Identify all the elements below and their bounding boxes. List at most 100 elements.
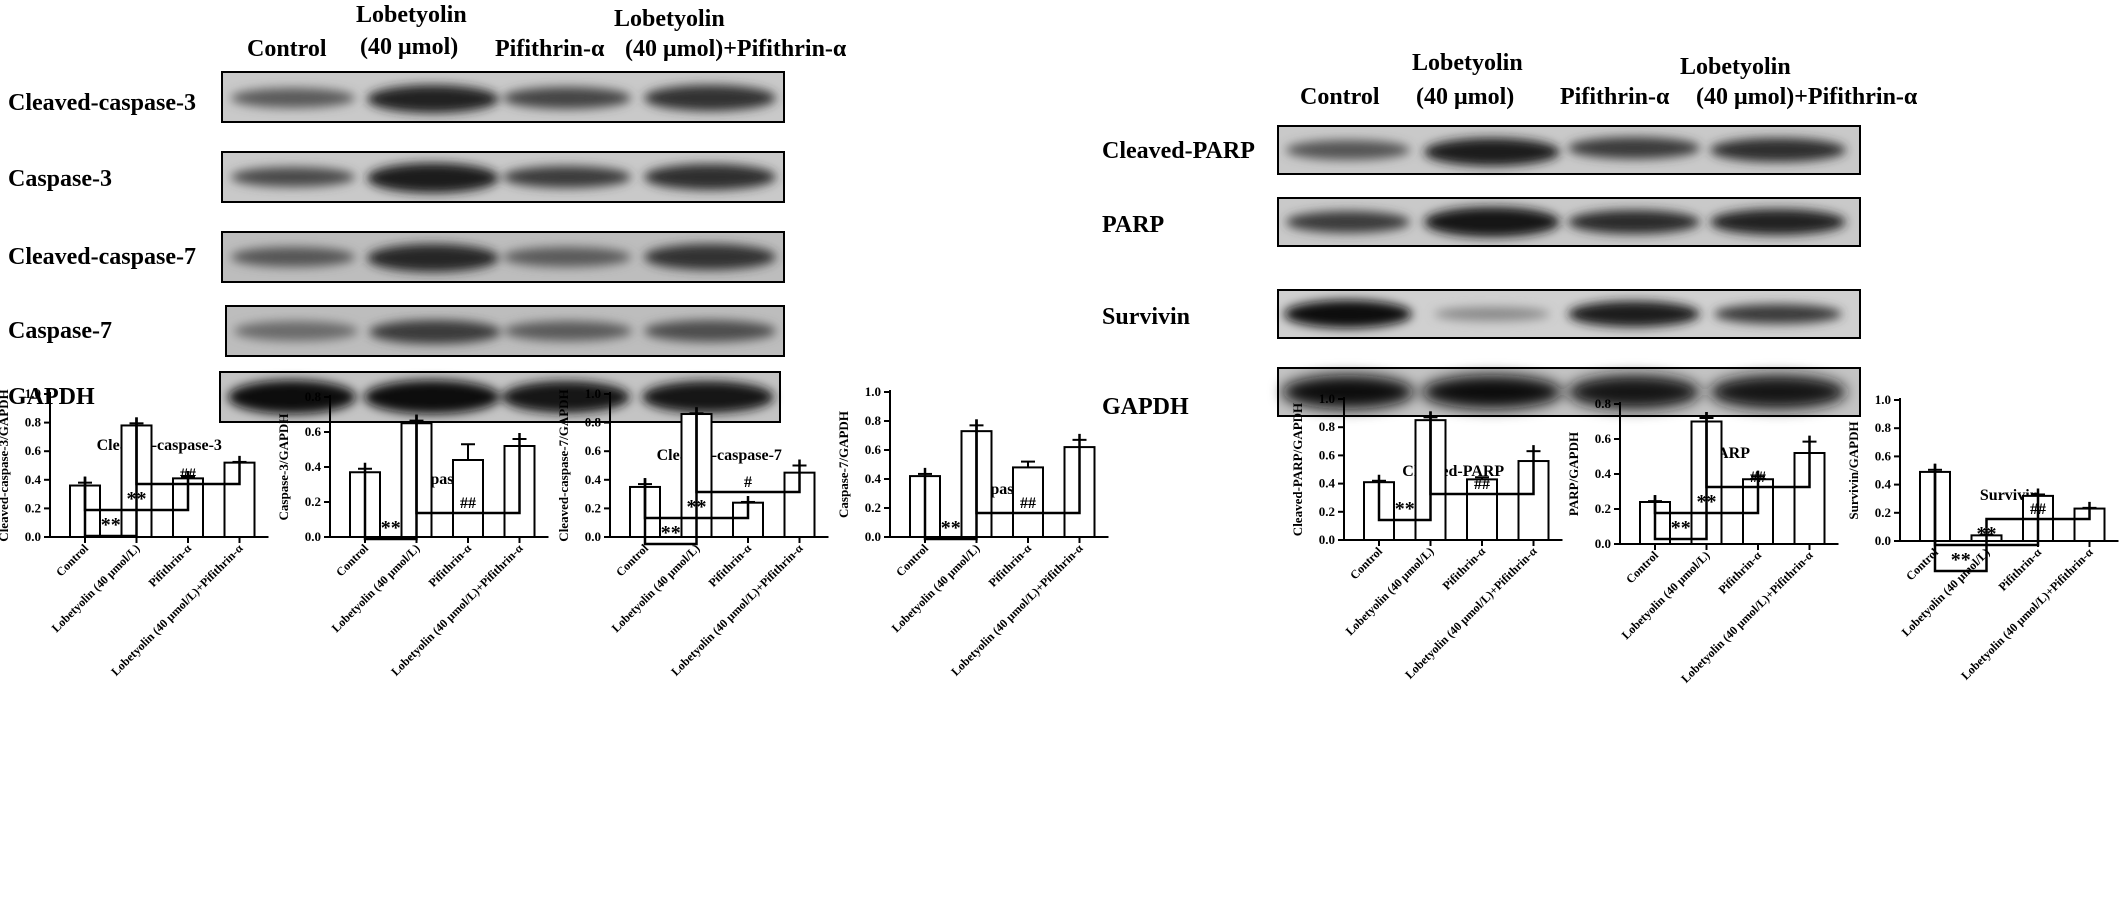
right-blot-header: Control Lobetyolin (40 μmol) Pifithrin-α… — [1300, 50, 1918, 110]
significance-label: ## — [1750, 469, 1766, 486]
blot-label-gapdh-left: GAPDH — [8, 384, 95, 410]
x-category-label: Pifithrin-α — [706, 541, 755, 590]
significance-label: ## — [2030, 501, 2046, 518]
y-tick-label: 0.2 — [305, 494, 321, 509]
y-tick-label: 0.2 — [25, 500, 41, 515]
left-header-combo-dose: (40 μmol)+Pifithrin-α — [625, 36, 847, 62]
y-tick-label: 0.0 — [25, 529, 41, 544]
x-category-label: Lobetyolin (40 μmol/L) — [889, 541, 983, 635]
y-tick-label: 0.8 — [865, 413, 882, 428]
bar — [452, 459, 484, 538]
y-tick-label: 0.2 — [865, 500, 881, 515]
y-tick-label: 0.4 — [1875, 477, 1892, 492]
y-axis-label: PARP/GAPDH — [1566, 432, 1581, 516]
y-tick-label: 0.4 — [305, 459, 322, 474]
y-tick-label: 0.8 — [25, 415, 42, 430]
charts-layer: Cleaved-caspase-3 0.0 0.2 0.4 0.6 0.8 1.0 Cleav… — [0, 384, 2119, 686]
y-tick-label: 0.8 — [585, 415, 602, 430]
x-category-label: Lobetyolin (40 μmol/L) — [49, 541, 143, 635]
significance-label: ## — [180, 466, 196, 483]
y-tick-label: 0.0 — [865, 529, 881, 544]
x-category-label: Pifithrin-α — [1440, 544, 1489, 593]
y-tick-label: 0.8 — [1875, 420, 1892, 435]
left-header-lobetyolin: Lobetyolin — [356, 2, 467, 28]
chart-1: Cleaved-caspase-3 0.0 0.2 0.4 0.6 0.8 1.0 Cleav… — [0, 386, 269, 679]
y-tick-label: 0.8 — [1595, 396, 1612, 411]
right-header-pifithrin: Pifithrin-α — [1560, 84, 1670, 110]
significance-bracket — [1933, 463, 2040, 547]
y-tick-label: 0.4 — [1319, 476, 1336, 491]
blot-label-parp: PARP — [1102, 212, 1164, 238]
significance-label: ** — [1395, 498, 1415, 520]
y-tick-label: 0.8 — [1319, 419, 1336, 434]
y-tick-label: 0.0 — [585, 529, 601, 544]
x-category-label: Control — [893, 541, 931, 579]
significance-bracket — [415, 414, 521, 515]
y-tick-label: 0.6 — [1319, 447, 1336, 462]
significance-bracket — [643, 478, 750, 520]
x-category-label: Control — [53, 541, 91, 579]
chart-3: Cleaved-caspase-7 0.0 0.2 0.4 0.6 0.8 1.0 Cleav… — [556, 386, 829, 679]
y-tick-label: 0.6 — [1595, 431, 1612, 446]
right-header-lobetyolin-dose: (40 μmol) — [1416, 84, 1514, 110]
x-category-label: Control — [333, 541, 371, 579]
y-tick-label: 1.0 — [585, 386, 601, 401]
x-category-label: Lobetyolin (40 μmol/L) — [1899, 545, 1993, 639]
y-tick-label: 0.0 — [1875, 533, 1891, 548]
blot-label-caspase-7: Caspase-7 — [8, 318, 112, 344]
significance-bracket — [1653, 470, 1760, 515]
right-blot: Cleaved-PARP PARP Survivin GAPDH — [1102, 125, 1861, 420]
bar — [1466, 478, 1498, 541]
y-tick-label: 1.0 — [1319, 391, 1335, 406]
y-axis-label: Cleaved-caspase-3/GAPDH — [0, 389, 11, 541]
y-tick-label: 0.6 — [305, 424, 322, 439]
significance-label: ** — [1977, 523, 1997, 545]
significance-label: ## — [1474, 476, 1490, 493]
chart-title: Cleaved-caspase-3 — [97, 437, 222, 454]
left-header-pifithrin: Pifithrin-α — [495, 36, 605, 62]
y-tick-label: 0.4 — [1595, 466, 1612, 481]
left-header-combo: Lobetyolin — [614, 6, 725, 32]
significance-label: ** — [661, 522, 681, 544]
y-tick-label: 1.0 — [865, 384, 881, 399]
chart-6: PARP0.00.20.40.60.8PARP/GAPDHControlLobe… — [1566, 396, 1839, 686]
left-blot: Cleaved-caspase-3 Caspase-3 Cleaved-casp… — [8, 71, 785, 423]
y-tick-label: 0.2 — [1595, 501, 1611, 516]
y-tick-label: 0.4 — [25, 472, 42, 487]
bar — [1012, 466, 1044, 538]
left-blot-header: Control Lobetyolin (40 μmol) Pifithrin-α… — [247, 2, 847, 62]
significance-bracket — [1429, 411, 1535, 496]
significance-label: ** — [1671, 517, 1691, 539]
x-category-label: Lobetyolin (40 μmol/L) — [609, 541, 703, 635]
x-category-label: Control — [613, 541, 651, 579]
y-tick-label: 0.0 — [1595, 536, 1611, 551]
chart-4: Caspase-70.00.20.40.60.81.0Caspase-7/GAP… — [836, 384, 1109, 679]
significance-label: ** — [687, 496, 707, 518]
significance-bracket — [1985, 501, 2091, 529]
significance-label: ** — [1951, 549, 1971, 571]
x-category-label: Pifithrin-α — [426, 541, 475, 590]
left-header-control: Control — [247, 36, 327, 62]
x-category-label: Pifithrin-α — [986, 541, 1035, 590]
x-category-label: Lobetyolin (40 μmol/L) — [1619, 548, 1713, 642]
significance-bracket — [695, 407, 801, 494]
significance-label: ** — [101, 514, 121, 536]
y-tick-label: 0.2 — [1319, 504, 1335, 519]
blot-label-cleaved-parp: Cleaved-PARP — [1102, 138, 1255, 164]
y-tick-label: 0.4 — [865, 471, 882, 486]
blot-label-cleaved-caspase-3: Cleaved-caspase-3 — [8, 90, 196, 116]
chart-2: Caspase-30.00.20.40.60.8Caspase-3/GAPDHC… — [276, 389, 549, 679]
y-tick-label: 0.6 — [865, 442, 882, 457]
blot-label-survivin: Survivin — [1102, 304, 1190, 330]
y-tick-label: 0.2 — [1875, 505, 1891, 520]
x-category-label: Lobetyolin (40 μmol/L) — [1343, 544, 1437, 638]
right-header-combo-dose: (40 μmol)+Pifithrin-α — [1696, 84, 1918, 110]
chart-title: Cleaved-caspase-7 — [657, 447, 782, 464]
significance-bracket — [1705, 412, 1811, 489]
y-tick-label: 0.0 — [305, 529, 321, 544]
x-category-label: Control — [1347, 544, 1385, 582]
y-tick-label: 0.8 — [305, 389, 322, 404]
x-category-label: Pifithrin-α — [1996, 545, 2045, 594]
y-axis-label: Survivin/GAPDH — [1846, 421, 1861, 519]
